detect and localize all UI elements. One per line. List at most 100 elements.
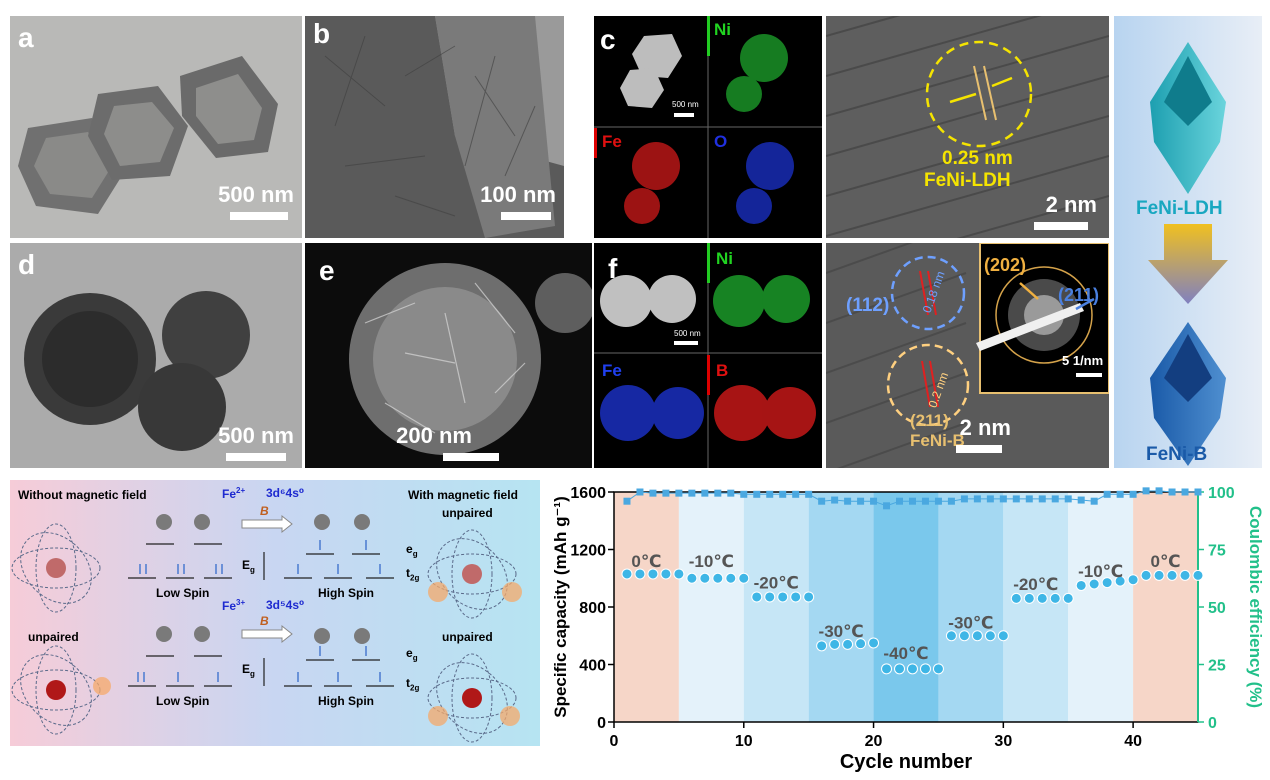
y-tick-label: 400	[579, 658, 606, 675]
coulombic-efficiency-point	[947, 497, 955, 505]
coulombic-efficiency-point	[1090, 497, 1098, 505]
plane-label-112: (112)	[846, 295, 890, 316]
eds-maps-f	[594, 243, 822, 468]
coulombic-efficiency-point	[857, 497, 865, 505]
coulombic-efficiency-point	[1103, 490, 1111, 498]
coulombic-efficiency-point	[1038, 495, 1046, 503]
with-field-label: With magnetic field	[408, 488, 518, 502]
saed-scale: 5 1/nm	[1062, 353, 1104, 368]
schematic-label-ldh: FeNi-LDH	[1136, 198, 1223, 219]
x-tick-label: 10	[735, 733, 753, 750]
capacity-point	[906, 663, 918, 675]
field-b-bottom: B	[260, 614, 269, 628]
map-label-b-f: B	[716, 361, 729, 380]
capacity-point	[1049, 592, 1061, 604]
coulombic-efficiency-point	[973, 495, 981, 503]
y-tick-label: 1200	[570, 543, 606, 560]
t2g-text-top: t	[406, 566, 410, 580]
tem-image-a	[10, 16, 302, 238]
temperature-band	[1068, 492, 1134, 722]
temperature-label: -10℃	[1078, 562, 1123, 581]
capacity-point	[1075, 579, 1087, 591]
temperature-label: -30℃	[948, 614, 993, 633]
coulombic-efficiency-point	[1025, 495, 1033, 503]
coulombic-efficiency-point	[870, 497, 878, 505]
panel-label-c: c	[600, 24, 616, 55]
phase-label-f: FeNi-B	[910, 431, 965, 450]
coulombic-efficiency-point	[999, 495, 1007, 503]
capacity-point	[738, 572, 750, 584]
x-axis-label: Cycle number	[840, 751, 972, 773]
tem-image-d	[10, 243, 302, 468]
t2g-top: t2g	[406, 566, 419, 582]
panel-f: f 500 nm Ni Fe B	[594, 243, 822, 468]
x-tick-label: 20	[865, 733, 883, 750]
capacity-chart: 0 10 20 30 400400800120016000255075100Cycle …	[551, 485, 1262, 773]
capacity-point	[1140, 569, 1152, 581]
t2g-text-bottom: t	[406, 676, 410, 690]
scale-label-a: 500 nm	[218, 182, 294, 207]
eg-bottom: eg	[406, 646, 418, 662]
eg-text-bottom: e	[406, 646, 413, 660]
coulombic-efficiency-point	[753, 490, 761, 498]
panel-c: c 500 nm Ni Fe O	[594, 16, 822, 238]
y2-tick-label: 100	[1208, 485, 1235, 502]
coulombic-efficiency-point	[701, 489, 709, 497]
capacity-point	[1127, 574, 1139, 586]
capacity-point	[673, 568, 685, 580]
capacity-point	[829, 638, 841, 650]
coulombic-efficiency-point	[921, 497, 929, 505]
capacity-point	[712, 572, 724, 584]
saed-ring-202: (202)	[984, 255, 1027, 275]
unpaired-label-right: unpaired	[442, 630, 493, 644]
coulombic-efficiency-point	[1168, 488, 1176, 496]
coulombic-efficiency-point	[1142, 487, 1150, 495]
capacity-point	[1179, 569, 1191, 581]
panel-label-a: a	[18, 22, 34, 53]
scale-label-f: 500 nm	[674, 329, 701, 338]
scale-label-d: 500 nm	[218, 423, 294, 448]
capacity-point	[945, 630, 957, 642]
high-spin-top: High Spin	[318, 586, 374, 600]
temperature-label: -40℃	[883, 644, 928, 663]
coulombic-efficiency-point	[986, 495, 994, 503]
capacity-point	[816, 640, 828, 652]
y2-axis-label: Coulombic efficiency (%)	[1246, 506, 1262, 708]
t2g-bottom: t2g	[406, 676, 419, 692]
stem-image-e	[305, 243, 592, 468]
Eg-top: Eg	[242, 558, 255, 574]
coulombic-efficiency-point	[818, 497, 826, 505]
coulombic-efficiency-point	[792, 490, 800, 498]
coulombic-efficiency-point	[960, 495, 968, 503]
map-label-o-c: O	[714, 132, 728, 151]
coulombic-efficiency-point	[908, 497, 916, 505]
x-tick-label: 30	[994, 733, 1012, 750]
coulombic-efficiency-point	[740, 490, 748, 498]
x-tick-label: 0	[610, 733, 619, 750]
scale-bar-d	[226, 453, 286, 461]
temperature-band	[938, 492, 1004, 722]
y2-tick-label: 50	[1208, 600, 1226, 617]
capacity-point	[958, 630, 970, 642]
map-label-ni-c: Ni	[714, 20, 731, 39]
scale-label-c: 500 nm	[672, 100, 699, 109]
scale-bar-b	[501, 212, 551, 220]
coulombic-efficiency-point	[662, 489, 670, 497]
coulombic-efficiency-point	[1155, 487, 1163, 495]
coulombic-efficiency-point	[1064, 495, 1072, 503]
unpaired-label-top: unpaired	[442, 506, 493, 520]
without-field-label: Without magnetic field	[18, 488, 147, 502]
coulombic-efficiency-point	[831, 496, 839, 504]
capacity-point	[725, 572, 737, 584]
Eg-bottom: Eg	[242, 662, 255, 678]
temperature-band	[743, 492, 809, 722]
x-tick-label: 40	[1124, 733, 1142, 750]
coulombic-efficiency-point	[883, 502, 891, 510]
panel-c-hrtem: 0.25 nm FeNi-LDH 2 nm	[826, 16, 1109, 238]
capacity-point	[647, 568, 659, 580]
tem-image-b	[305, 16, 564, 238]
capacity-point	[660, 568, 672, 580]
temperature-band	[1003, 492, 1069, 722]
temperature-label: -10℃	[689, 552, 734, 571]
coulombic-efficiency-point	[727, 489, 735, 497]
